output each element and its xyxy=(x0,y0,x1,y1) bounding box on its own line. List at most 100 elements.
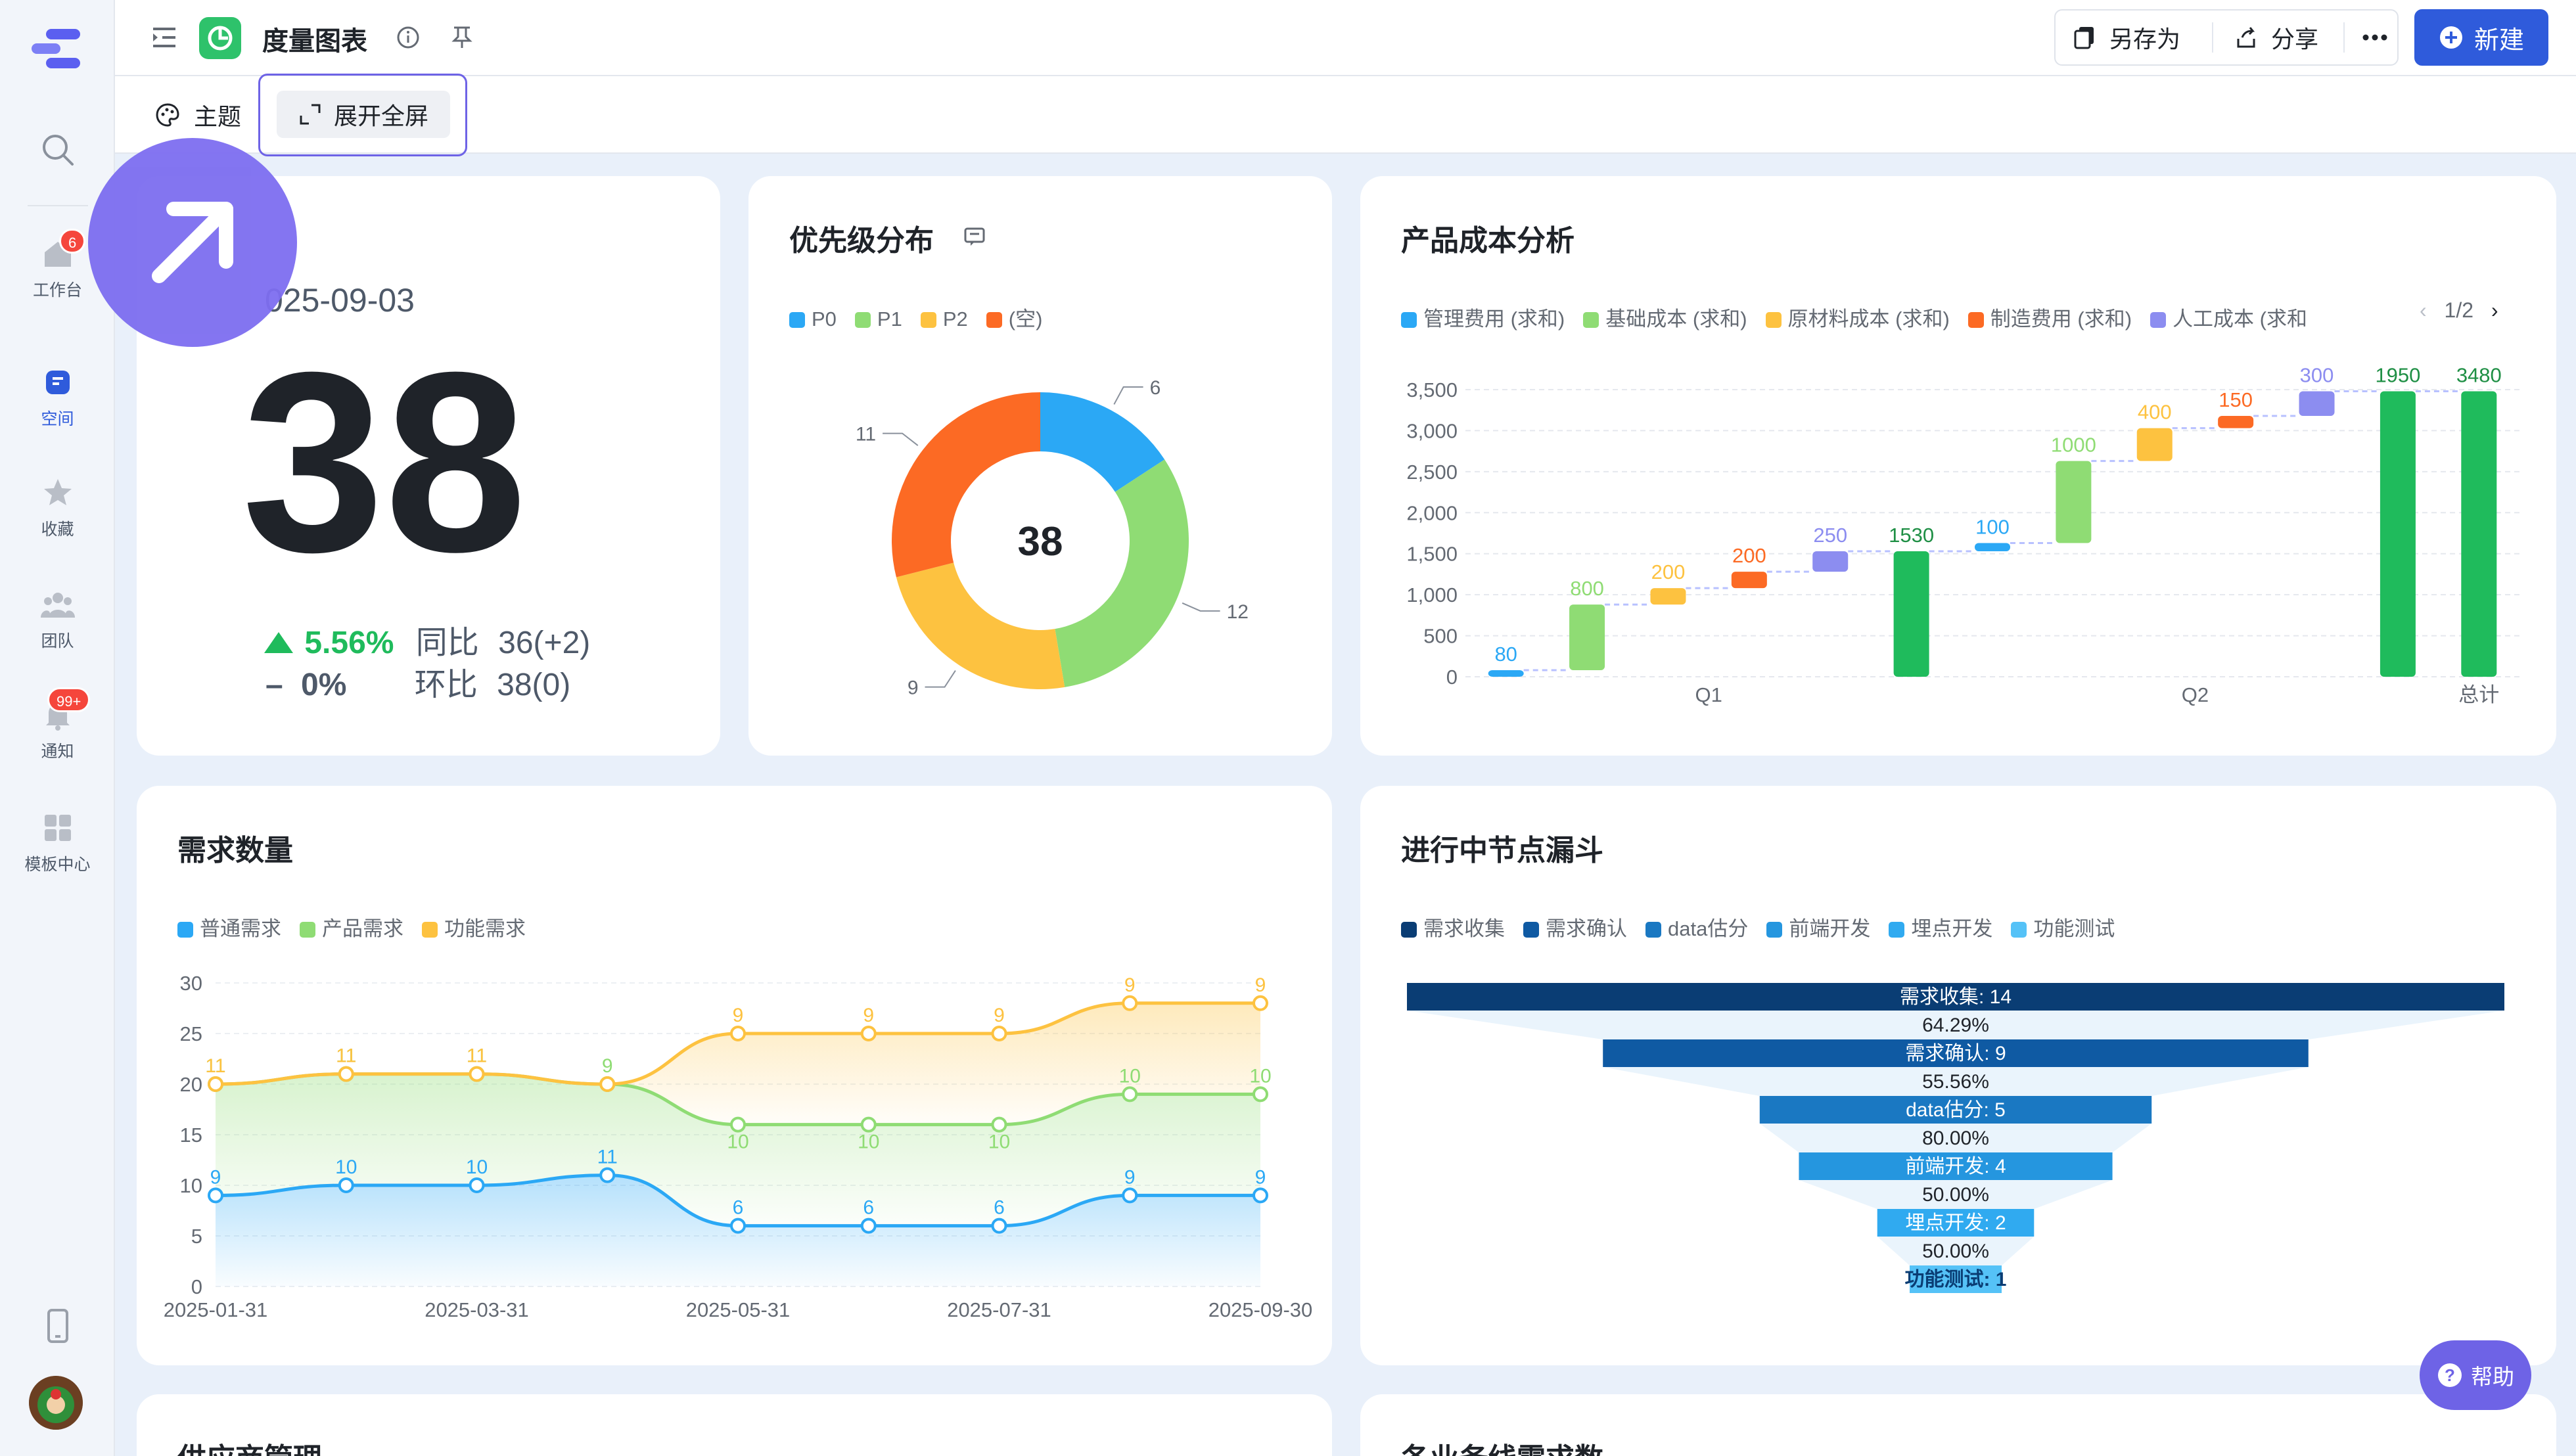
search-icon[interactable] xyxy=(39,131,76,168)
x-tick-label: 2025-09-30 xyxy=(1208,1298,1313,1321)
sidebar-item-workbench[interactable]: 工作台 6 xyxy=(0,229,115,301)
plus-circle-icon xyxy=(2439,26,2462,49)
sidebar-item-label: 空间 xyxy=(41,410,74,428)
waterfall-bar xyxy=(2136,428,2173,461)
legend-item[interactable]: P0 xyxy=(789,307,837,331)
copy-icon xyxy=(2074,27,2094,49)
waterfall-bar xyxy=(2461,391,2497,677)
sidebar-item-label: 通知 xyxy=(41,742,74,761)
sidebar-item-notifications[interactable]: 通知 99+ xyxy=(0,687,115,762)
legend-swatch xyxy=(1583,312,1599,328)
waterfall-bar xyxy=(2218,415,2254,428)
demand-title: 需求数量 xyxy=(177,834,293,867)
pin-icon[interactable] xyxy=(449,24,475,50)
demand-card[interactable]: 需求数量 普通需求 产品需求 功能需求 0 5 10 15 20 25 30 9 10 10 11 6 6 6… xyxy=(137,786,1332,1365)
legend-item[interactable]: data估分 xyxy=(1645,912,1748,942)
data-point xyxy=(991,1217,1007,1234)
legend-item[interactable]: 普通需求 xyxy=(177,912,281,942)
legend-item[interactable]: P2 xyxy=(920,307,968,331)
legend-pager[interactable]: ‹ 1/2 › xyxy=(2420,298,2498,323)
legend-item[interactable]: 前端开发 xyxy=(1766,912,1870,942)
data-point xyxy=(469,1066,485,1082)
new-button[interactable]: 新建 xyxy=(2414,9,2548,66)
legend-item[interactable]: 原材料成本 (求和) xyxy=(1765,302,1950,332)
legend-item[interactable]: (空) xyxy=(986,302,1042,332)
funnel-transition xyxy=(1799,1180,2113,1209)
chevron-left-icon[interactable]: ‹ xyxy=(2420,298,2427,322)
business-line-card[interactable]: 各业务线需求数 xyxy=(1360,1394,2556,1456)
waterfall-bar xyxy=(2056,461,2092,543)
legend-item[interactable]: 功能测试 xyxy=(2011,912,2115,942)
divider xyxy=(2212,22,2213,53)
legend-item[interactable]: 需求收集 xyxy=(1401,912,1505,942)
legend-page-indicator: 1/2 xyxy=(2444,298,2474,322)
legend-item[interactable]: 基础成本 (求和) xyxy=(1583,302,1747,332)
data-label: 9 xyxy=(1255,1166,1266,1188)
y-tick-label: 0 xyxy=(1446,666,1458,689)
sidebar-item-templates[interactable]: 模板中心 xyxy=(0,811,115,875)
theme-button[interactable]: 主题 xyxy=(154,96,241,134)
data-point xyxy=(338,1177,354,1193)
donut-slice-label: 6 xyxy=(1150,377,1161,399)
funnel-bar xyxy=(1759,1096,2152,1124)
kpi-card[interactable]: 025-09-03 38 5.56% 同比 36(+2) – 0% 环比 38(… xyxy=(137,176,720,756)
legend-item[interactable]: 人工成本 (求和 xyxy=(2150,302,2307,332)
donut-slice-label: 9 xyxy=(908,677,919,699)
data-label: 10 xyxy=(1249,1065,1271,1087)
share-label: 分享 xyxy=(2271,26,2319,53)
legend-label: 产品需求 xyxy=(322,917,403,940)
legend-item[interactable]: 需求确认 xyxy=(1523,912,1627,942)
sidebar-item-favorites[interactable]: 收藏 xyxy=(0,476,115,540)
legend-label: 需求收集 xyxy=(1423,917,1505,940)
funnel-stage-label: 功能测试: 1 xyxy=(1904,1269,2006,1290)
funnel-transition xyxy=(1877,1237,2035,1265)
toggle-sidebar-icon[interactable] xyxy=(150,24,178,51)
data-point xyxy=(599,1076,616,1092)
supplier-card[interactable]: 供应商管理 xyxy=(137,1394,1332,1456)
save-as-button[interactable]: 另存为 xyxy=(2071,11,2222,64)
sidebar-divider xyxy=(28,205,88,206)
kpi-yoy-label: 同比 xyxy=(415,626,479,660)
y-tick-label: 5 xyxy=(191,1225,202,1248)
notification-badge: 6 xyxy=(59,229,86,254)
data-label: 9 xyxy=(602,1055,613,1077)
sidebar-item-team[interactable]: 团队 xyxy=(0,587,115,652)
legend-item[interactable]: 管理费用 (求和) xyxy=(1401,302,1565,332)
data-point xyxy=(730,1217,746,1234)
cost-waterfall-chart: 0 500 1,000 1,500 2,000 2,500 3,000 3,500 80 800 2… xyxy=(1406,363,2519,706)
business-line-title: 各业务线需求数 xyxy=(1401,1435,1603,1456)
legend-label: 原材料成本 (求和) xyxy=(1787,307,1950,330)
legend-item[interactable]: P1 xyxy=(854,307,902,331)
legend-item[interactable]: 埋点开发 xyxy=(1889,912,1992,942)
chevron-right-icon[interactable]: › xyxy=(2491,298,2498,322)
app-logo[interactable] xyxy=(32,28,81,70)
funnel-card[interactable]: 进行中节点漏斗 需求收集 需求确认 data估分 前端开发 埋点开发 功能测试 需求收集:… xyxy=(1360,786,2556,1365)
palette-icon xyxy=(156,103,179,127)
mobile-icon[interactable] xyxy=(42,1308,74,1344)
share-button[interactable]: 分享 xyxy=(2233,11,2345,64)
legend-item[interactable]: 制造费用 (求和) xyxy=(1967,302,2132,332)
more-options-button[interactable] xyxy=(2355,11,2395,64)
conversion-rate-label: 80.00% xyxy=(1922,1127,1989,1149)
cost-card[interactable]: 产品成本分析 管理费用 (求和) 基础成本 (求和) 原材料成本 (求和) 制造费用 … xyxy=(1360,176,2556,756)
legend-label: 需求确认 xyxy=(1546,917,1627,940)
info-icon[interactable] xyxy=(395,24,421,51)
kpi-yoy-pct: 5.56% xyxy=(304,626,394,660)
priority-card[interactable]: 优先级分布 P0 P1 P2 (空) 6 12 9 11 38 xyxy=(748,176,1332,756)
legend-item[interactable]: 功能需求 xyxy=(422,912,526,942)
funnel-stage-label: data估分: 5 xyxy=(1906,1099,2006,1121)
fullscreen-button[interactable]: 展开全屏 xyxy=(277,91,450,138)
help-button[interactable]: ? 帮助 xyxy=(2420,1340,2531,1410)
funnel-bar xyxy=(1877,1209,2035,1237)
legend-item[interactable]: 产品需求 xyxy=(300,912,403,942)
comment-icon[interactable] xyxy=(961,223,988,250)
data-point xyxy=(1122,1086,1138,1103)
sidebar-item-space[interactable]: 空间 xyxy=(0,365,115,430)
funnel-stage-label: 需求收集: 14 xyxy=(1900,986,2012,1008)
priority-donut-chart: 6 12 9 11 38 xyxy=(856,377,1249,699)
donut-center-total: 38 xyxy=(1018,519,1063,564)
arrow-up-icon xyxy=(264,632,293,653)
legend-label: data估分 xyxy=(1668,917,1749,940)
legend-swatch xyxy=(1401,312,1417,328)
avatar[interactable] xyxy=(29,1376,83,1430)
